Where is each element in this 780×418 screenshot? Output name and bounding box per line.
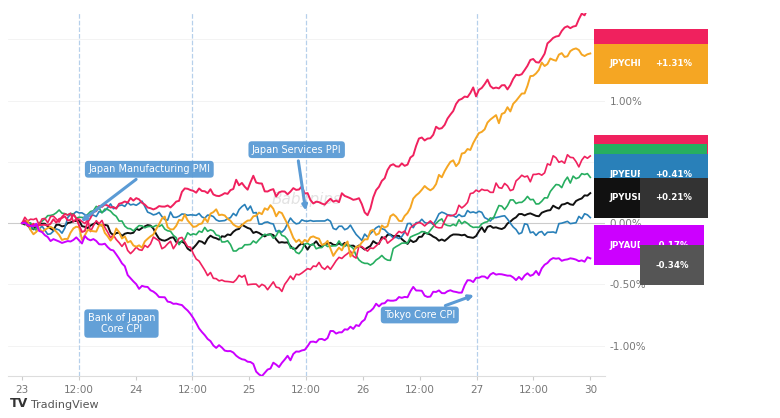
Text: JPYCAD: JPYCAD — [610, 45, 645, 54]
Text: -0.17%: -0.17% — [655, 241, 689, 250]
Text: JPYEUR: JPYEUR — [610, 170, 645, 179]
Text: Babypips: Babypips — [271, 192, 341, 207]
Text: +0.41%: +0.41% — [655, 170, 692, 179]
Text: +1.34%: +1.34% — [655, 45, 693, 54]
Text: TradingView: TradingView — [31, 400, 99, 410]
Text: JPYAUD: JPYAUD — [610, 241, 645, 250]
Text: +1.31%: +1.31% — [655, 59, 692, 68]
Text: JPYGBP: JPYGBP — [610, 150, 645, 159]
Text: 𝗧𝗩: 𝗧𝗩 — [10, 398, 28, 410]
Text: +0.21%: +0.21% — [655, 193, 692, 202]
Text: -0.34%: -0.34% — [655, 261, 689, 270]
Text: JPYNZD: JPYNZD — [610, 160, 646, 169]
Text: Tokyo Core CPI: Tokyo Core CPI — [385, 296, 471, 320]
Text: Bank of Japan
Core CPI: Bank of Japan Core CPI — [87, 313, 155, 334]
Text: +0.57%: +0.57% — [655, 150, 692, 159]
Text: +0.52%: +0.52% — [655, 160, 692, 169]
Text: Japan Services PPI: Japan Services PPI — [252, 145, 342, 207]
Text: Japan Manufacturing PMI: Japan Manufacturing PMI — [83, 164, 211, 219]
Text: JPYUSD: JPYUSD — [610, 193, 646, 202]
Text: JPYCHF: JPYCHF — [610, 59, 644, 68]
